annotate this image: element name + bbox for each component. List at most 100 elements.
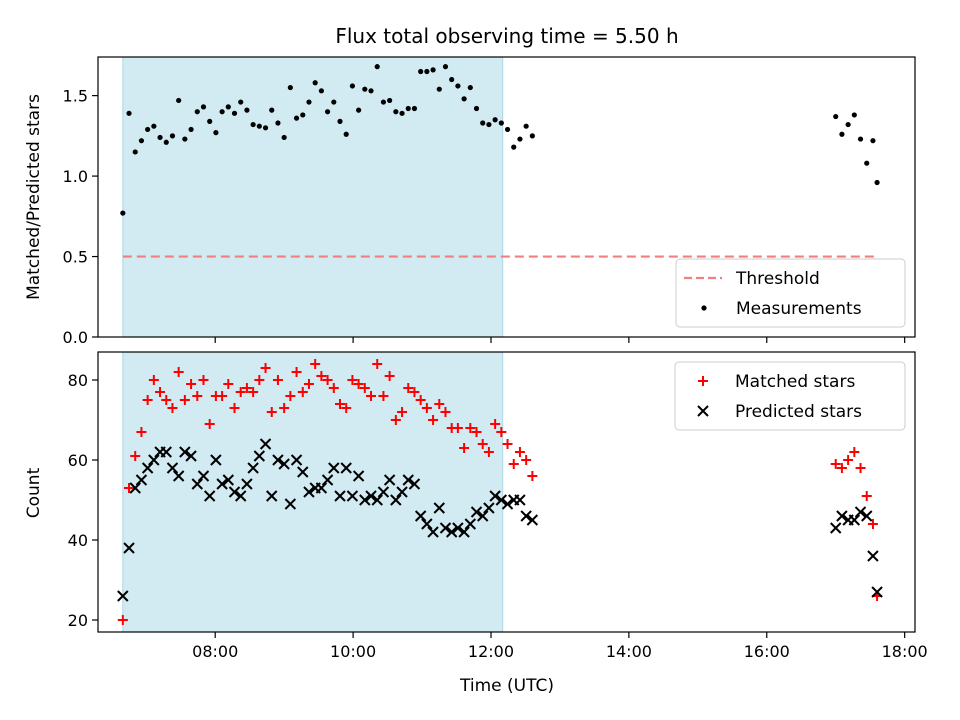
matched-stars-point	[198, 375, 209, 385]
matched-stars-point	[322, 375, 333, 385]
measurement-point	[473, 105, 480, 112]
measurement-point	[467, 84, 473, 91]
predicted-stars-point	[433, 502, 445, 514]
predicted-stars-point	[483, 502, 495, 514]
measurement-point	[145, 126, 151, 133]
measurement-point	[200, 104, 207, 110]
matched-stars-point	[148, 375, 159, 385]
matched-stars-point	[248, 387, 259, 397]
predicted-stars-point	[427, 526, 439, 538]
matched-stars-point	[521, 455, 532, 465]
measurement-point	[275, 120, 281, 126]
predicted-stars-point	[848, 514, 861, 526]
predicted-stars-point	[520, 510, 532, 522]
predicted-stars-point	[421, 518, 433, 530]
predicted-stars-point	[179, 446, 191, 458]
matched-stars-point	[855, 463, 866, 473]
predicted-stars-point	[396, 486, 408, 498]
predicted-stars-point	[328, 462, 340, 474]
matched-stars-point	[310, 359, 321, 369]
bottom-panel-y-axis-label: Count	[24, 467, 44, 518]
measurement-point	[337, 118, 343, 124]
matched-stars-point	[830, 459, 841, 469]
predicted-stars-point	[414, 510, 427, 522]
predicted-stars-point	[861, 510, 873, 522]
predicted-stars-point	[830, 522, 842, 534]
measurement-point	[436, 86, 442, 92]
predicted-stars-point	[464, 518, 477, 530]
predicted-stars-point	[495, 494, 508, 506]
matched-stars-point	[372, 359, 383, 369]
measurement-point	[511, 144, 517, 150]
measurement-point	[176, 97, 182, 104]
matched-stars-point	[117, 615, 128, 625]
measurement-point	[244, 107, 250, 113]
predicted-stars-point	[445, 526, 458, 538]
predicted-stars-point	[203, 490, 216, 502]
matched-stars-point	[223, 379, 234, 389]
top-panel-y-axis-label: Matched/Predicted stars	[24, 94, 44, 300]
matched-stars-point	[366, 391, 377, 401]
measurement-point	[839, 131, 845, 137]
matched-stars-point	[390, 415, 401, 425]
series-measurements	[120, 64, 880, 216]
matched-stars-point	[285, 391, 296, 401]
measurement-point	[231, 110, 238, 116]
predicted-stars-point	[228, 486, 241, 498]
predicted-stars-point	[290, 454, 303, 466]
measurement-point	[194, 109, 200, 115]
measurement-point	[207, 118, 213, 124]
measurement-point	[225, 104, 231, 110]
x-tick-label: 12:00	[468, 642, 514, 661]
measurement-point	[517, 136, 523, 142]
x-tick-label: 10:00	[330, 642, 376, 661]
matched-stars-point	[378, 391, 389, 401]
matched-stars-point	[316, 371, 327, 381]
measurement-point	[238, 99, 244, 105]
matched-stars-point	[867, 519, 878, 529]
measurement-point	[126, 110, 132, 116]
measurement-point	[874, 179, 880, 186]
measurement-point	[504, 126, 511, 133]
measurement-point	[851, 112, 857, 118]
matched-stars-point	[483, 447, 494, 457]
measurement-point	[418, 68, 424, 75]
legend-predicted-swatch	[697, 405, 709, 417]
predicted-stars-point	[247, 462, 259, 474]
matched-stars-point	[421, 403, 432, 413]
matched-stars-point	[527, 471, 538, 481]
measurement-point	[293, 115, 300, 121]
predicted-stars-point	[278, 458, 290, 470]
observing-interval-band	[122, 56, 504, 338]
matched-stars-point	[347, 375, 358, 385]
predicted-stars-point	[172, 470, 185, 482]
matched-stars-point	[843, 455, 854, 465]
matched-stars-point	[409, 387, 420, 397]
predicted-stars-point	[166, 462, 179, 474]
measurement-point	[163, 139, 169, 145]
measurement-point	[219, 109, 225, 115]
chart-title: Flux total observing time = 5.50 h	[335, 24, 678, 48]
matched-stars-point	[415, 395, 426, 405]
predicted-stars-point	[235, 490, 247, 502]
matched-stars-point	[167, 403, 178, 413]
matched-stars-point	[849, 447, 860, 457]
x-axis-label: Time (UTC)	[459, 676, 554, 696]
measurement-point	[845, 121, 851, 128]
y-tick-label: 1.0	[63, 167, 88, 186]
predicted-stars-point	[284, 498, 297, 510]
predicted-stars-point	[117, 590, 129, 602]
predicted-stars-point	[526, 514, 539, 526]
legend-box	[674, 361, 906, 431]
matched-stars-point	[303, 379, 314, 389]
measurement-point	[368, 88, 374, 94]
measurement-point	[262, 125, 269, 131]
measurement-point	[349, 83, 356, 89]
matched-stars-point	[861, 491, 872, 501]
predicted-stars-point	[160, 446, 172, 458]
measurement-point	[492, 117, 498, 123]
axes-frame	[97, 351, 916, 633]
matched-stars-point	[471, 427, 482, 437]
predicted-stars-point	[408, 478, 421, 490]
measurement-point	[387, 97, 393, 104]
